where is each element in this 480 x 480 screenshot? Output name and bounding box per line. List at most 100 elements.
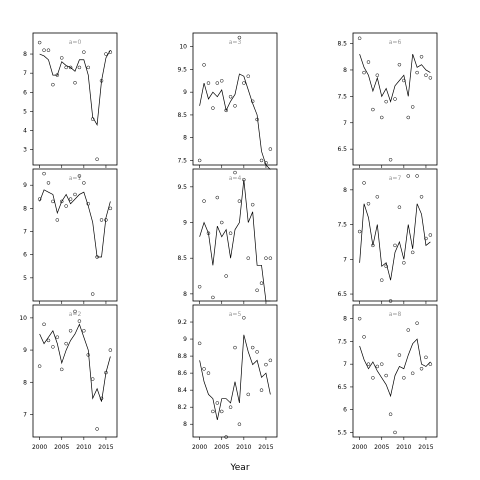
data-point — [393, 243, 397, 248]
data-point — [357, 316, 362, 321]
data-point — [82, 50, 86, 54]
data-point — [268, 147, 273, 151]
data-point — [410, 371, 415, 376]
data-point — [46, 338, 51, 343]
data-point — [362, 335, 366, 339]
data-point — [68, 65, 73, 70]
data-point — [206, 231, 211, 235]
panel-frame — [192, 304, 278, 438]
data-point — [211, 295, 215, 300]
data-point — [42, 48, 46, 52]
data-point — [268, 256, 273, 260]
y-tick-label: 7.5 — [337, 222, 347, 229]
x-tick-label: 2005 — [214, 444, 229, 451]
data-point — [406, 174, 411, 178]
data-point — [362, 70, 366, 75]
fitted-line — [199, 334, 271, 421]
y-tick-label: 6 — [23, 252, 27, 259]
data-point — [202, 199, 206, 203]
data-point — [379, 278, 384, 282]
data-point — [397, 205, 402, 209]
chart-panels: a=0345678a=37.588.599.510a=66.577.588.5a… — [19, 32, 438, 451]
data-point — [108, 348, 113, 352]
x-tick-label: 2005 — [374, 444, 389, 451]
panel-frame — [32, 32, 118, 166]
data-point — [51, 345, 55, 349]
data-point — [237, 422, 242, 426]
data-point — [424, 236, 428, 241]
data-point — [397, 353, 402, 357]
data-point — [95, 427, 99, 431]
fitted-line — [359, 338, 431, 398]
data-point — [51, 199, 55, 204]
panel-frame — [192, 32, 278, 166]
data-point — [428, 76, 433, 80]
data-point — [357, 229, 362, 234]
y-tick-label: 4 — [23, 128, 27, 135]
fitted-line — [359, 54, 431, 103]
data-point — [55, 73, 60, 77]
panel-title: a=5 — [229, 311, 242, 318]
data-point — [77, 319, 82, 323]
x-tick-label: 2000 — [32, 444, 47, 451]
y-tick-label: 5 — [23, 275, 27, 282]
panel-title: a=3 — [229, 39, 242, 46]
y-tick-label: 8.4 — [177, 387, 187, 394]
data-point — [202, 367, 206, 371]
data-point — [357, 36, 362, 41]
data-point — [366, 201, 371, 206]
data-point — [402, 261, 406, 265]
panel-frame — [192, 168, 278, 302]
y-tick-label: 6.5 — [337, 291, 347, 298]
data-point — [233, 104, 237, 108]
data-point — [388, 157, 393, 162]
y-tick-label: 9 — [23, 347, 27, 354]
data-point — [366, 60, 371, 64]
data-point — [384, 99, 388, 104]
data-point — [104, 52, 108, 56]
data-point — [371, 107, 375, 112]
data-point — [219, 220, 224, 225]
data-point — [82, 181, 86, 185]
data-point — [77, 174, 82, 178]
data-point — [99, 218, 104, 222]
data-point — [410, 105, 415, 109]
panel-title: a=2 — [69, 311, 82, 318]
data-point — [224, 274, 228, 278]
data-point — [95, 255, 99, 259]
y-tick-label: 3 — [23, 147, 27, 154]
y-tick-label: 9 — [183, 336, 187, 343]
data-point — [46, 181, 51, 185]
data-point — [211, 106, 215, 110]
panel-title: a=6 — [389, 39, 402, 46]
data-point — [228, 94, 233, 99]
y-tick-label: 6.5 — [337, 384, 347, 391]
x-axis-title: Year — [229, 463, 249, 473]
data-point — [415, 70, 419, 75]
data-point — [419, 55, 424, 59]
x-tick-label: 2010 — [76, 444, 91, 451]
y-tick-label: 7.5 — [337, 338, 347, 345]
data-point — [219, 409, 224, 414]
panel: a=3 7.5 8 8.5 9 9.5 10 — [177, 32, 278, 170]
data-point — [402, 376, 406, 380]
data-point — [215, 401, 220, 405]
y-tick-label: 8 — [183, 291, 187, 298]
data-point — [246, 256, 251, 260]
x-tick-label: 2015 — [258, 444, 273, 451]
data-point — [264, 362, 268, 367]
y-tick-label: 7.5 — [177, 157, 187, 164]
panel-title: a=1 — [69, 175, 82, 182]
y-tick-label: 5 — [23, 108, 27, 115]
data-point — [90, 292, 95, 296]
data-point — [259, 158, 264, 163]
y-tick-label: 9.5 — [177, 66, 187, 73]
panel: a=8 5.5 6 6.5 7 7.5 8 2000 2005 2010 2015 — [337, 304, 438, 451]
data-point — [264, 160, 268, 165]
data-point — [215, 195, 220, 200]
y-tick-label: 9.5 — [177, 184, 187, 191]
data-point — [402, 78, 406, 83]
data-point — [242, 81, 246, 85]
data-point — [197, 158, 202, 163]
data-point — [104, 370, 108, 375]
